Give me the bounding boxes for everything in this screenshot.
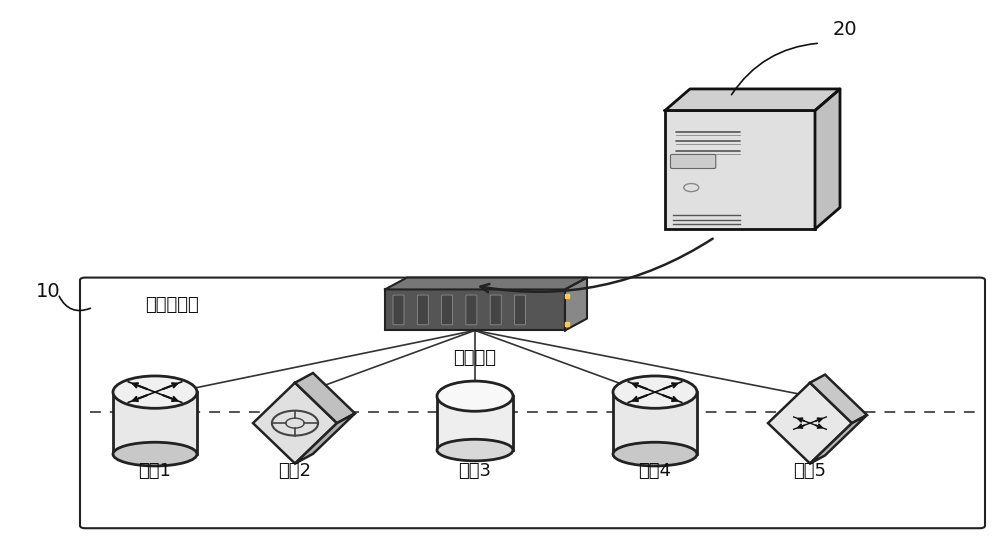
- Polygon shape: [113, 392, 197, 454]
- Text: 网刔4: 网刔4: [639, 461, 672, 480]
- Polygon shape: [810, 375, 867, 423]
- Ellipse shape: [437, 439, 513, 461]
- FancyBboxPatch shape: [670, 155, 716, 169]
- Text: 网刔1: 网刔1: [139, 461, 171, 480]
- Polygon shape: [665, 110, 815, 229]
- Polygon shape: [437, 396, 513, 450]
- Ellipse shape: [613, 442, 697, 466]
- Ellipse shape: [113, 442, 197, 466]
- FancyBboxPatch shape: [515, 295, 526, 325]
- FancyBboxPatch shape: [490, 295, 501, 325]
- FancyBboxPatch shape: [80, 278, 985, 528]
- Polygon shape: [810, 415, 867, 464]
- Polygon shape: [665, 89, 840, 110]
- Text: 网刔2: 网刔2: [278, 461, 312, 480]
- FancyBboxPatch shape: [442, 295, 453, 325]
- Text: 10: 10: [36, 281, 60, 301]
- FancyBboxPatch shape: [393, 295, 404, 325]
- Text: 网管设备: 网管设备: [454, 349, 496, 368]
- Polygon shape: [385, 289, 565, 330]
- Polygon shape: [295, 373, 355, 423]
- Polygon shape: [385, 278, 587, 289]
- Text: 网络设备层: 网络设备层: [145, 295, 199, 314]
- Ellipse shape: [113, 376, 197, 409]
- FancyBboxPatch shape: [466, 295, 477, 325]
- Text: 网刔5: 网刔5: [794, 461, 826, 480]
- FancyBboxPatch shape: [417, 295, 428, 325]
- Polygon shape: [295, 413, 355, 464]
- Text: 20: 20: [833, 20, 857, 39]
- Ellipse shape: [613, 376, 697, 409]
- Ellipse shape: [437, 381, 513, 411]
- Polygon shape: [253, 383, 337, 464]
- Text: 网刔3: 网刔3: [458, 461, 492, 480]
- Polygon shape: [768, 383, 852, 464]
- Polygon shape: [565, 278, 587, 330]
- Polygon shape: [613, 392, 697, 454]
- Polygon shape: [815, 89, 840, 229]
